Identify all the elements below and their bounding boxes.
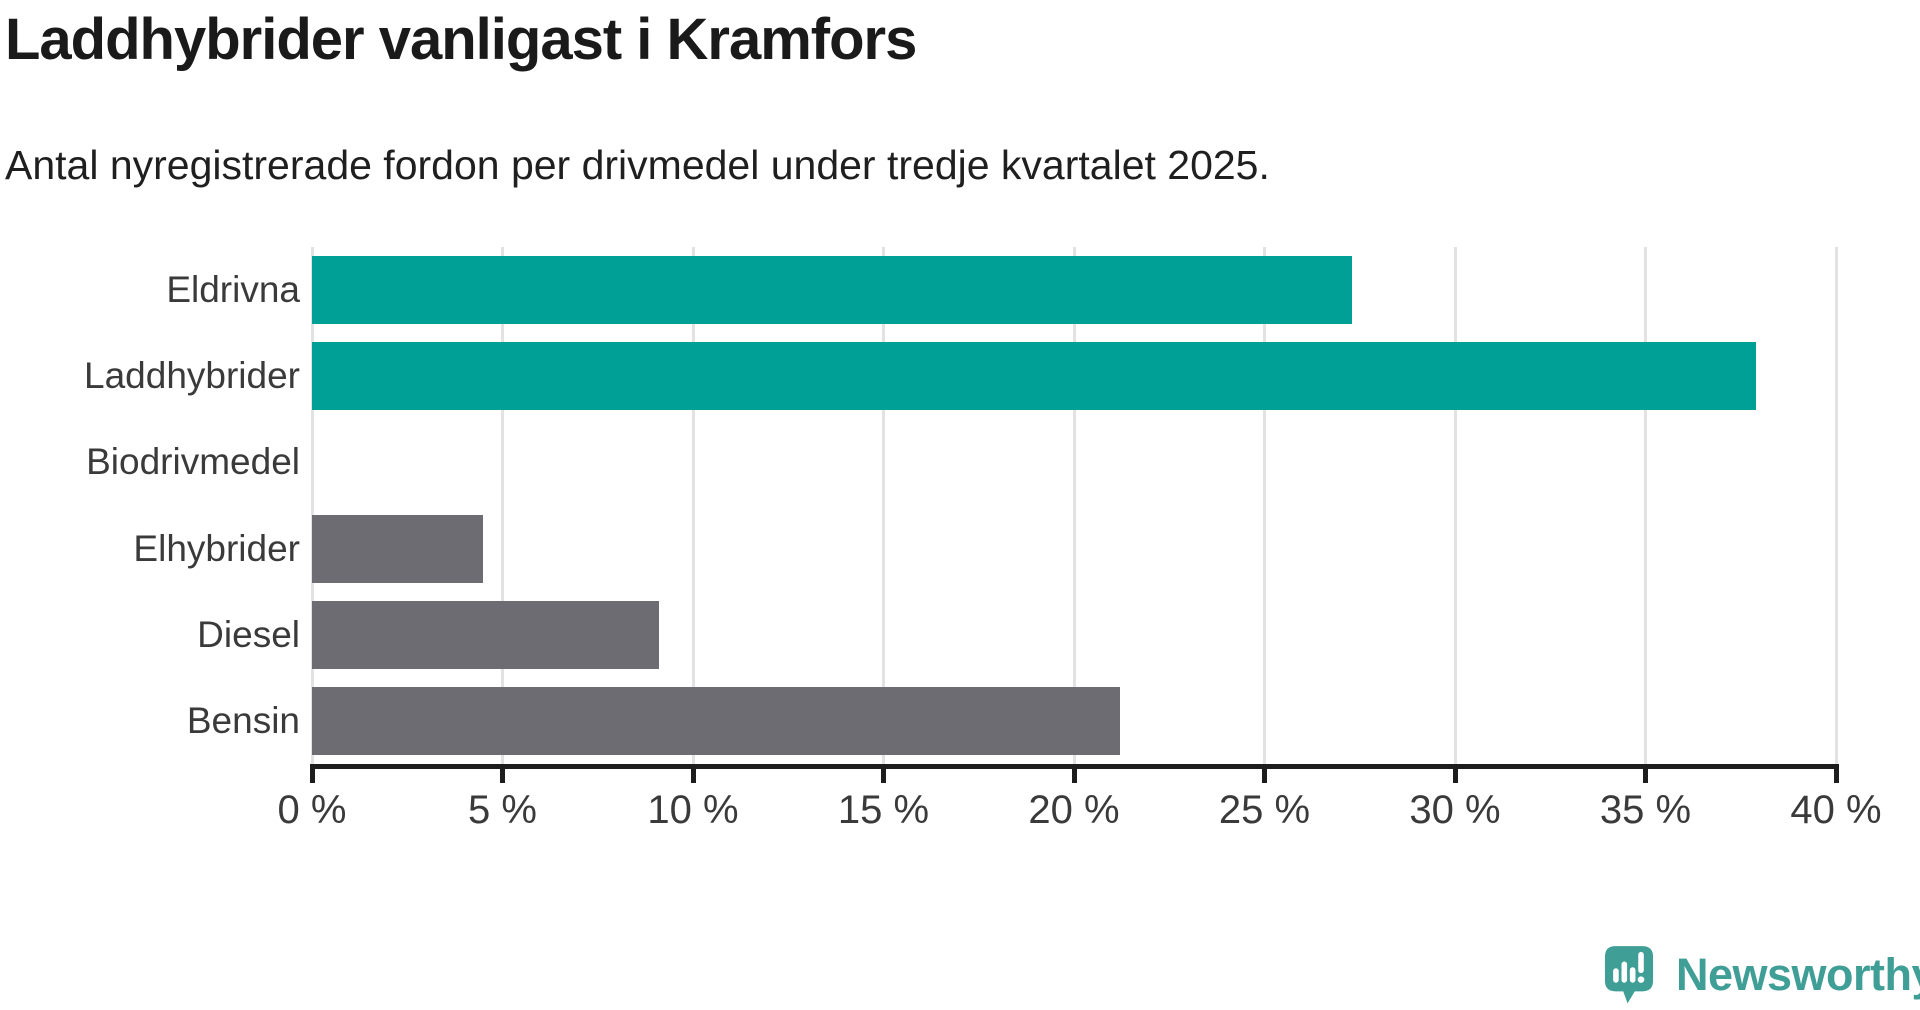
x-axis-tick-label: 20 % (1028, 788, 1120, 832)
category-label: Diesel (197, 613, 300, 655)
gridline (1834, 247, 1838, 764)
bar-elhybrider (312, 514, 484, 583)
gridline (1453, 247, 1457, 764)
x-axis-tick (881, 764, 886, 783)
newsworthy-speech-bubble-chart-icon (1604, 946, 1654, 1004)
gridline (310, 247, 314, 764)
bar-chart: Eldrivna Laddhybrider Biodrivmedel Elhybrid… (0, 247, 1920, 867)
x-axis-tick-label: 40 % (1790, 788, 1882, 832)
category-label: Elhybrider (133, 527, 300, 569)
category-label: Eldrivna (166, 269, 300, 311)
category-label: Biodrivmedel (86, 441, 300, 483)
x-axis-tick (690, 764, 696, 783)
bar-eldrivna (312, 256, 1353, 325)
gridline (1263, 247, 1266, 764)
x-axis-tick (309, 764, 315, 783)
x-axis-tick-label: 0 % (277, 788, 347, 832)
x-axis-tick (1262, 764, 1267, 783)
gridline (691, 247, 695, 764)
gridline (882, 247, 885, 764)
x-axis-tick-label: 5 % (468, 788, 537, 832)
category-label: Laddhybrider (84, 355, 300, 397)
gridline (501, 247, 504, 764)
gridline (1644, 247, 1647, 764)
x-axis-tick (1452, 764, 1458, 783)
gridline (1072, 247, 1076, 764)
chart-title: Laddhybrider vanligast i Kramfors (5, 7, 917, 72)
brand-logo: Newsworthy (1604, 944, 1920, 1006)
x-axis-tick-label: 25 % (1218, 788, 1311, 832)
chart-subtitle: Antal nyregistrerade fordon per drivmede… (5, 142, 1270, 188)
x-axis-tick-label: 35 % (1599, 788, 1692, 832)
x-axis-tick-label: 30 % (1409, 788, 1501, 832)
x-axis-tick-label: 15 % (837, 788, 930, 832)
x-axis-tick (1071, 764, 1077, 783)
bar-diesel (312, 600, 659, 669)
x-axis-tick-label: 10 % (647, 788, 739, 832)
bar-bensin (312, 686, 1120, 755)
bar-laddhybrider (312, 342, 1756, 411)
category-label: Bensin (186, 699, 300, 741)
x-axis-tick (1643, 764, 1648, 783)
brand-name: Newsworthy (1676, 949, 1920, 1000)
x-axis-tick (1833, 764, 1839, 783)
x-axis-tick (500, 764, 505, 783)
